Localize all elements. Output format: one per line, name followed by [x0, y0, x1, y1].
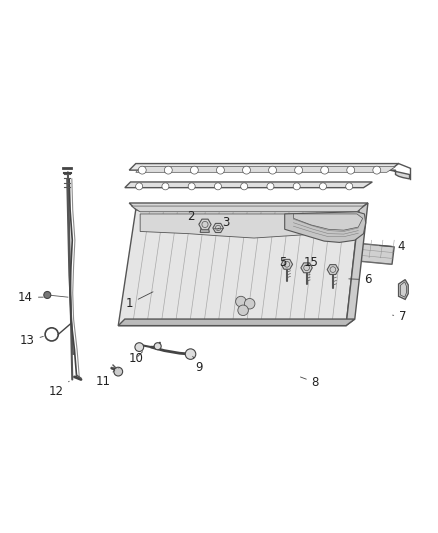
Text: 2: 2: [187, 209, 199, 223]
Text: 1: 1: [125, 292, 153, 310]
Circle shape: [268, 166, 276, 174]
Polygon shape: [346, 203, 368, 326]
Polygon shape: [390, 170, 410, 179]
Circle shape: [216, 166, 224, 174]
Polygon shape: [323, 240, 394, 264]
Circle shape: [295, 166, 303, 174]
Polygon shape: [199, 219, 211, 230]
Circle shape: [154, 343, 161, 350]
Polygon shape: [281, 260, 293, 269]
Circle shape: [44, 292, 51, 298]
Circle shape: [191, 166, 198, 174]
Polygon shape: [125, 182, 372, 188]
Polygon shape: [327, 265, 339, 274]
Circle shape: [293, 183, 300, 190]
Polygon shape: [293, 214, 363, 230]
Circle shape: [267, 183, 274, 190]
Circle shape: [135, 343, 144, 351]
Polygon shape: [129, 203, 368, 209]
Circle shape: [162, 183, 169, 190]
Text: 14: 14: [18, 290, 43, 304]
Polygon shape: [213, 223, 223, 232]
Text: 9: 9: [193, 356, 203, 374]
Text: 11: 11: [95, 370, 115, 387]
Circle shape: [373, 166, 381, 174]
Polygon shape: [399, 280, 408, 300]
Polygon shape: [131, 206, 364, 212]
Circle shape: [215, 183, 222, 190]
Circle shape: [185, 349, 196, 359]
Polygon shape: [136, 209, 359, 212]
Circle shape: [347, 166, 355, 174]
Polygon shape: [285, 212, 366, 243]
Text: 10: 10: [128, 352, 143, 365]
Text: 12: 12: [49, 381, 69, 398]
Text: 7: 7: [392, 310, 407, 324]
Polygon shape: [301, 263, 312, 273]
Circle shape: [321, 166, 328, 174]
Circle shape: [244, 298, 255, 309]
Text: 13: 13: [20, 335, 43, 348]
Polygon shape: [140, 214, 357, 238]
Polygon shape: [400, 282, 406, 297]
Circle shape: [236, 296, 246, 307]
Circle shape: [319, 183, 326, 190]
Text: 6: 6: [349, 273, 372, 286]
Circle shape: [243, 166, 251, 174]
Circle shape: [164, 166, 172, 174]
Text: 5: 5: [279, 256, 286, 269]
Circle shape: [114, 367, 123, 376]
Circle shape: [138, 166, 146, 174]
Polygon shape: [118, 319, 355, 326]
Polygon shape: [129, 164, 399, 170]
Text: 15: 15: [304, 256, 318, 269]
Text: 3: 3: [218, 216, 229, 229]
Polygon shape: [200, 226, 209, 232]
Circle shape: [188, 183, 195, 190]
Text: 8: 8: [300, 376, 319, 389]
Circle shape: [346, 183, 353, 190]
Circle shape: [240, 183, 247, 190]
Circle shape: [238, 305, 248, 316]
Polygon shape: [136, 167, 396, 172]
Polygon shape: [118, 209, 359, 326]
Circle shape: [136, 183, 143, 190]
Text: 4: 4: [379, 240, 405, 253]
